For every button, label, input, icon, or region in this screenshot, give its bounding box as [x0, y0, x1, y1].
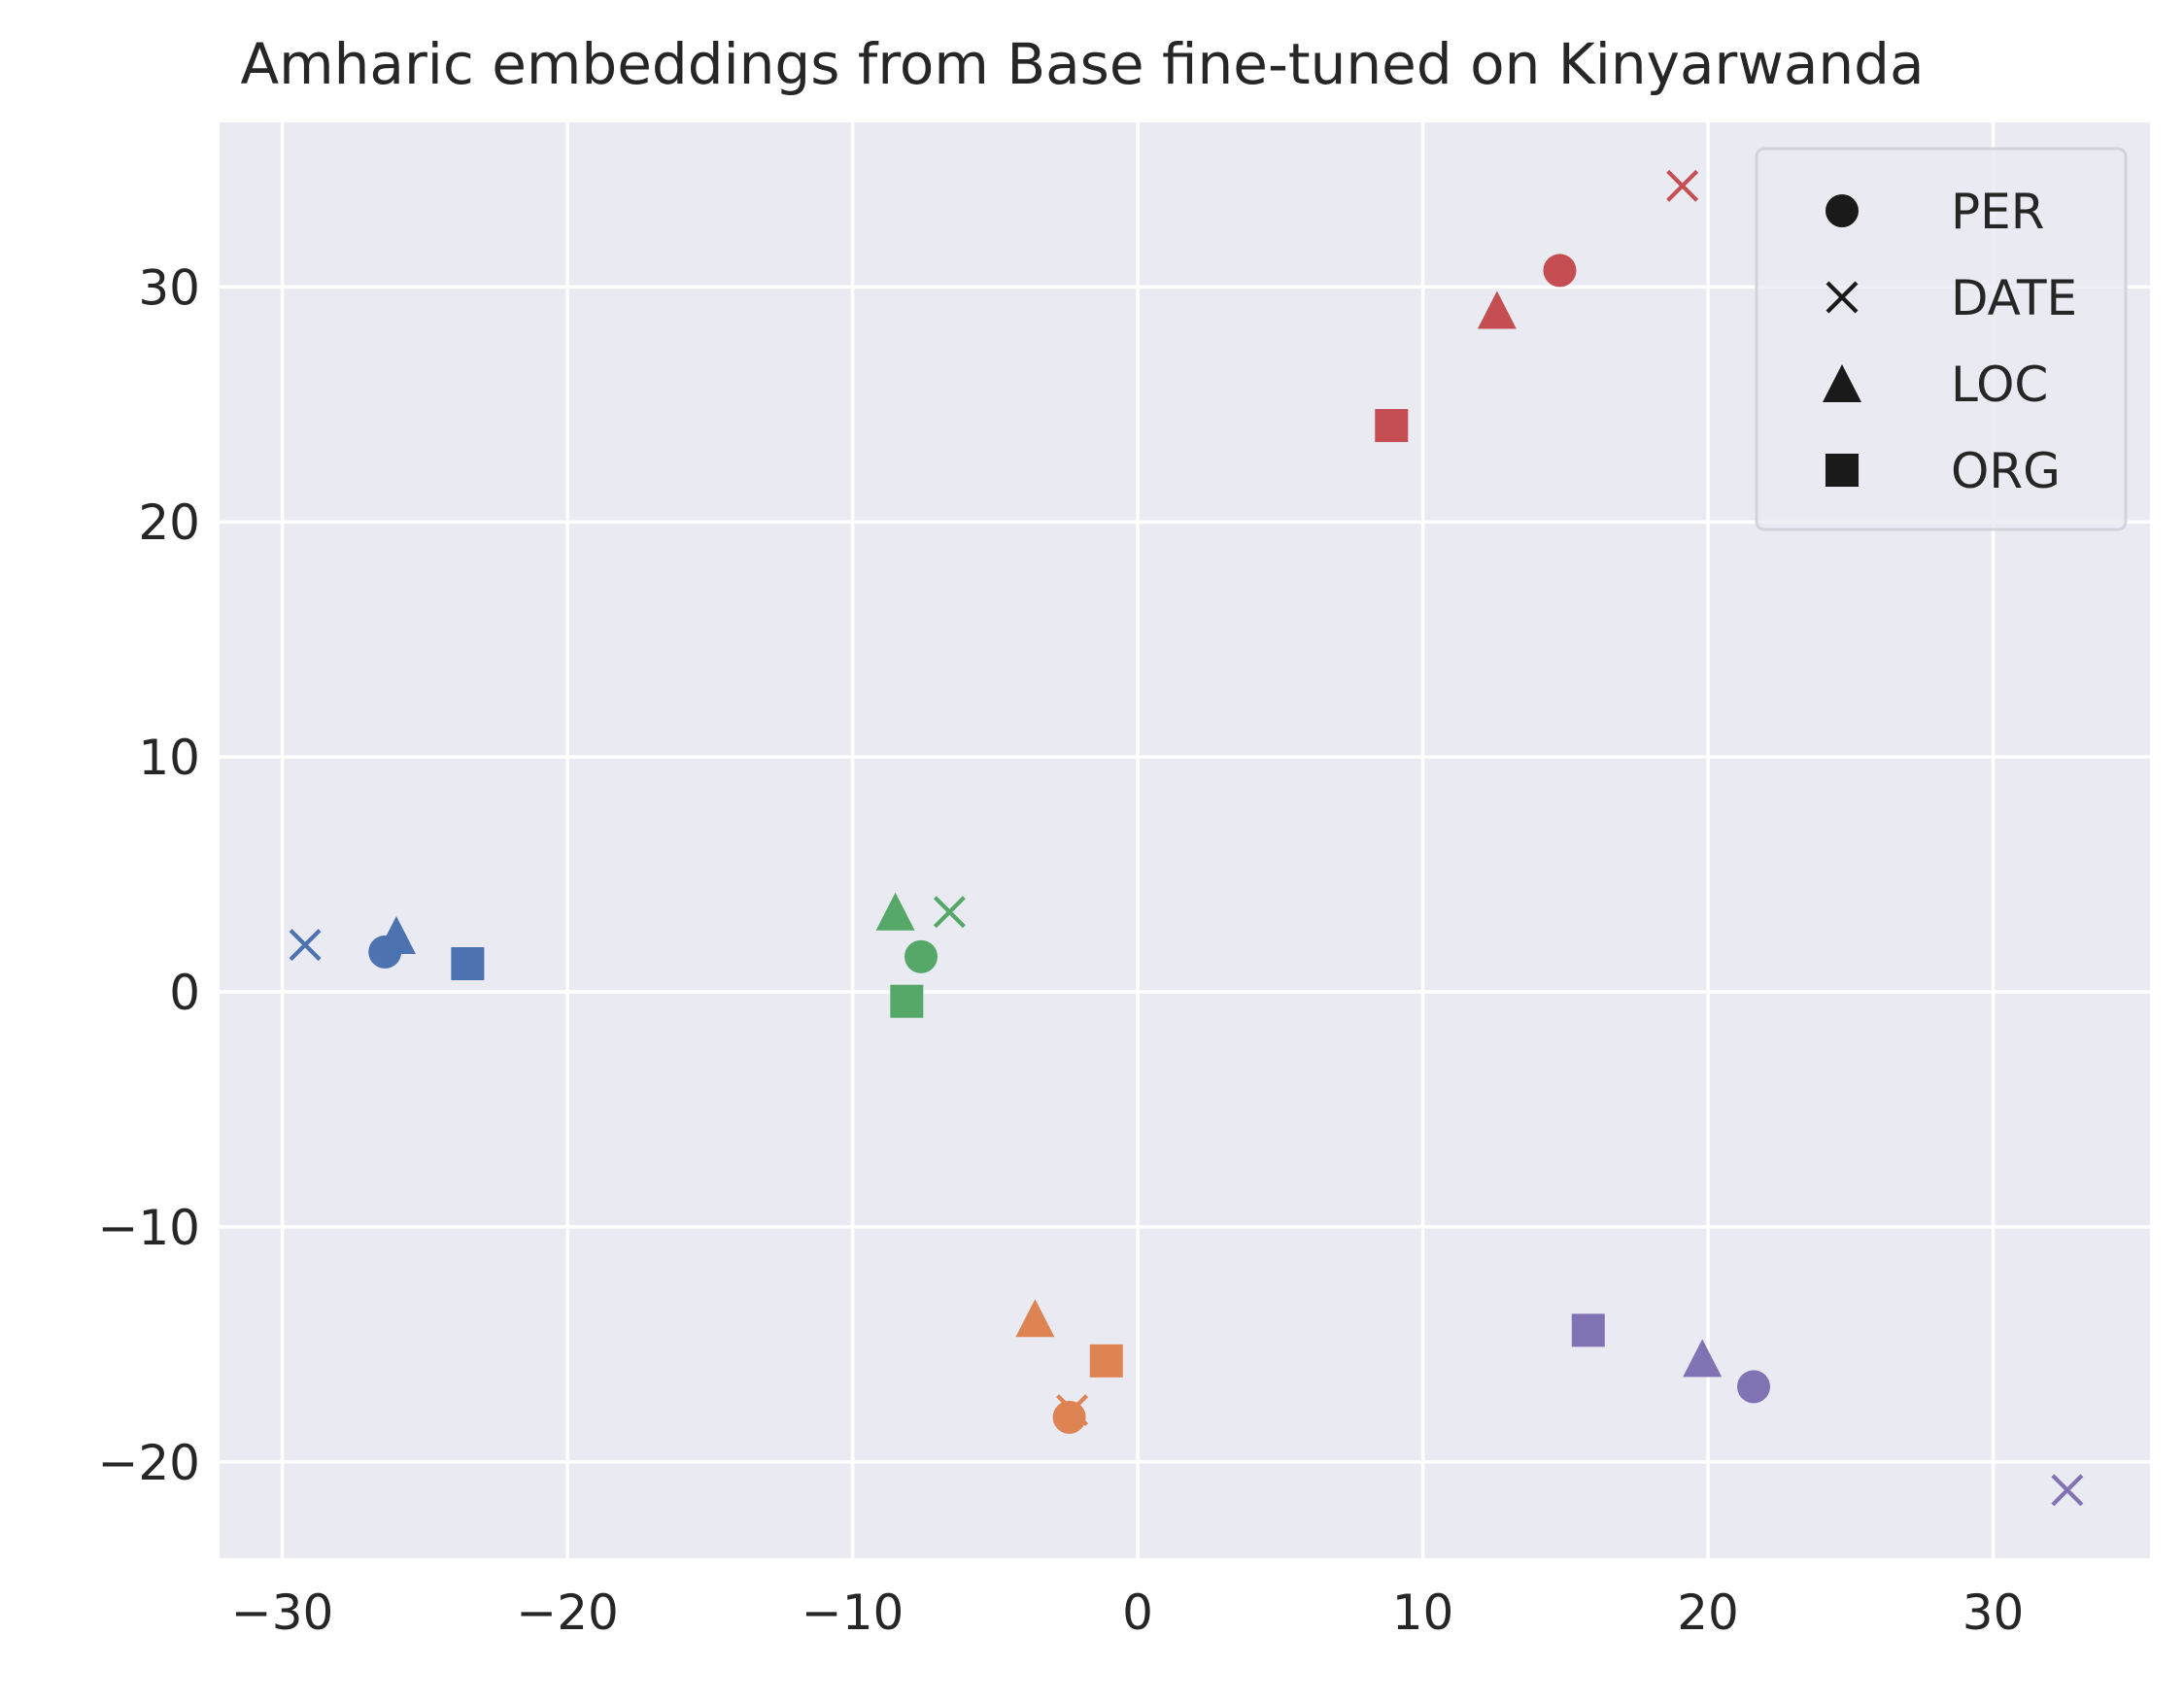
point-group-purple-org	[1571, 1313, 1605, 1347]
series-group-red	[1375, 169, 1699, 443]
x-axis-ticks: −30 −20 −10 0 10 20 30	[231, 1584, 2025, 1641]
x-tick-label: −10	[802, 1584, 904, 1641]
legend: PER DATE LOC ORG	[1755, 147, 2128, 531]
data-points	[289, 169, 2084, 1507]
point-group-orange-org	[1089, 1344, 1123, 1378]
legend-label: PER	[1951, 184, 2044, 240]
legend-x-icon	[1826, 281, 1859, 314]
point-group-red-org	[1375, 409, 1409, 443]
y-axis-ticks: −20 −10 0 10 20 30	[97, 259, 200, 1490]
legend-triangle-icon	[1823, 364, 1861, 402]
y-tick-label: 30	[138, 259, 200, 316]
chart-title: Amharic embeddings from Base fine-tuned …	[240, 31, 1924, 97]
legend-entry: ORG	[1826, 443, 2061, 499]
point-group-green-date	[933, 896, 966, 929]
grid-lines	[220, 122, 2150, 1558]
point-group-red-date	[1666, 169, 1699, 202]
x-tick-label: 0	[1122, 1584, 1153, 1641]
x-tick-label: 20	[1677, 1584, 1739, 1641]
point-group-green-per	[904, 939, 938, 973]
y-tick-label: −10	[97, 1200, 200, 1256]
point-group-orange-per	[1052, 1400, 1086, 1434]
legend-entry: LOC	[1823, 357, 2048, 413]
series-group-purple	[1571, 1313, 2084, 1507]
point-group-orange-loc	[1015, 1299, 1055, 1338]
y-tick-label: 20	[138, 494, 200, 551]
legend-entry: PER	[1826, 184, 2044, 240]
legend-entry: DATE	[1826, 270, 2077, 326]
legend-square-icon	[1826, 454, 1859, 487]
point-group-orange-date	[1056, 1394, 1089, 1427]
x-tick-label: −30	[231, 1584, 334, 1641]
legend-label: LOC	[1951, 357, 2048, 413]
y-tick-label: 0	[169, 965, 200, 1021]
point-group-green-loc	[875, 892, 915, 931]
point-group-blue-date	[289, 929, 322, 962]
legend-frame	[1755, 147, 2128, 531]
y-tick-label: 10	[138, 730, 200, 786]
series-group-orange	[1015, 1299, 1123, 1434]
x-tick-label: 30	[1962, 1584, 2025, 1641]
series-group-blue	[289, 915, 485, 980]
x-tick-label: −20	[516, 1584, 619, 1641]
x-tick-label: 10	[1392, 1584, 1454, 1641]
legend-circle-icon	[1826, 194, 1859, 227]
point-group-red-loc	[1477, 290, 1517, 329]
point-group-red-per	[1543, 254, 1577, 288]
legend-label: ORG	[1951, 443, 2061, 499]
point-group-blue-org	[451, 946, 485, 980]
legend-label: DATE	[1951, 270, 2077, 326]
point-group-purple-loc	[1683, 1339, 1723, 1378]
series-group-green	[875, 892, 966, 1018]
point-group-purple-per	[1737, 1370, 1771, 1404]
point-group-blue-loc	[376, 915, 416, 954]
point-group-green-org	[890, 984, 924, 1018]
point-group-purple-date	[2051, 1474, 2084, 1507]
y-tick-label: −20	[97, 1435, 200, 1491]
